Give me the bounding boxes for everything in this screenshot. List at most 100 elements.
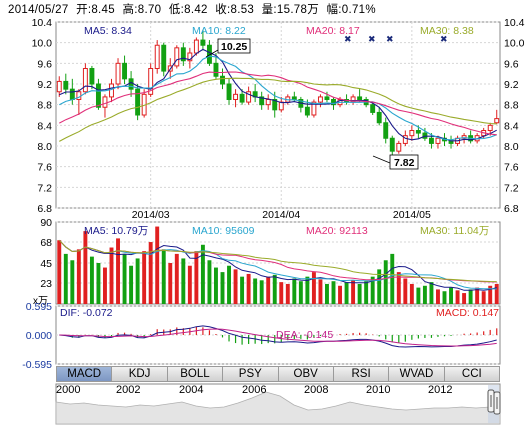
candle-body — [187, 52, 193, 62]
candle-body — [265, 99, 271, 106]
y-tick-label: 10.0 — [32, 38, 53, 50]
candle-body — [69, 88, 75, 100]
volume-bar — [357, 283, 362, 304]
timeline-year: 2012 — [428, 384, 453, 396]
candle-body — [317, 96, 323, 103]
timeline-year: 2006 — [242, 384, 267, 396]
y-tick-label: 45 — [40, 258, 52, 270]
x-tick-label: 2014/03 — [132, 209, 170, 221]
ma10-legend: MA10: 8.22 — [192, 25, 246, 37]
event-marker-icon[interactable]: ✖ — [368, 34, 376, 44]
event-markers[interactable]: ✖ ✖ ✖ ✖ — [344, 34, 448, 44]
y-tick-label: 8.4 — [504, 120, 519, 132]
timeline-range-handle[interactable] — [487, 385, 501, 423]
y-tick-label: 8.8 — [504, 100, 519, 112]
candle-body — [272, 99, 278, 111]
tab-boll[interactable]: BOLL — [167, 367, 224, 381]
tab-rsi[interactable]: RSI — [333, 367, 390, 381]
tab-kdj[interactable]: KDJ — [112, 367, 168, 381]
volume-bar — [200, 244, 205, 304]
volume-bar — [279, 282, 284, 304]
volume-bar — [364, 281, 369, 304]
y-tick-label: 23 — [40, 278, 52, 290]
volume-bar — [370, 276, 375, 304]
candle-body — [389, 137, 395, 152]
volume-bar — [103, 267, 107, 304]
volume-bar — [344, 282, 349, 304]
ma20-legend: MA20: 8.17 — [306, 25, 360, 37]
candle-body — [63, 80, 69, 90]
timeline-year: 2002 — [116, 384, 141, 396]
event-marker-icon[interactable]: ✖ — [440, 34, 448, 44]
y-tick-label: 7.6 — [504, 162, 519, 174]
volume-bar — [383, 260, 388, 304]
volume-bar — [318, 279, 323, 304]
dea-legend: DEA: -0.145 — [276, 329, 333, 341]
volume-bar — [207, 260, 212, 304]
y-tick-label: 7.2 — [37, 182, 52, 194]
timeline-year: 2008 — [304, 384, 329, 396]
candle-body — [324, 96, 330, 100]
tab-macd[interactable]: MACD — [57, 367, 113, 381]
tab-wvad[interactable]: WVAD — [389, 367, 445, 381]
volume-ma-line — [58, 239, 497, 290]
timeline-year: 2010 — [366, 384, 391, 396]
y-tick-label: 90 — [40, 217, 52, 229]
volume-bar — [390, 253, 395, 304]
volume-bar — [481, 291, 486, 304]
candle-body — [304, 106, 310, 116]
candle-body — [226, 83, 232, 100]
volume-bar — [220, 272, 225, 304]
candle-body — [115, 62, 121, 85]
tab-obv[interactable]: OBV — [278, 367, 334, 381]
candle-body — [233, 93, 239, 101]
y-tick-label: 10.4 — [32, 17, 53, 29]
candle-body — [259, 96, 265, 106]
volume-axis: 90 68 45 23 — [40, 217, 52, 290]
volume-ma-line — [58, 239, 497, 291]
tab-psy[interactable]: PSY — [223, 367, 279, 381]
y-tick-label: 68 — [40, 237, 52, 249]
stock-summary-header: 2014/05/27 开:8.45 高:8.70 低:8.42 收:8.53 量… — [8, 2, 380, 18]
candle-body — [122, 62, 128, 80]
ma-line — [59, 48, 497, 142]
volume-bar — [442, 291, 447, 304]
y-tick-label: -0.595 — [22, 359, 52, 371]
event-marker-icon[interactable]: ✖ — [386, 34, 394, 44]
candle-body — [174, 47, 180, 67]
volume-bar — [89, 256, 94, 304]
candle-body — [180, 47, 186, 62]
tab-cci[interactable]: CCI — [444, 367, 499, 381]
volume-bar — [449, 287, 453, 304]
candle-body — [376, 111, 382, 124]
volume-bar — [325, 283, 329, 304]
price-moving-averages — [59, 48, 497, 142]
candle-body — [220, 75, 225, 85]
timeline-history-area — [55, 391, 501, 425]
volume-bar — [396, 272, 401, 304]
volume-bar — [122, 253, 127, 304]
header-high: 高:8.70 — [122, 4, 162, 16]
vol-ma30-legend: MA30: 11.04万 — [420, 225, 489, 237]
y-tick-label: 9.2 — [37, 79, 52, 91]
candle-body — [82, 68, 88, 93]
candle-body — [428, 137, 434, 144]
volume-bar — [338, 285, 342, 304]
header-change: 幅:0.71% — [326, 4, 376, 16]
volume-bar — [377, 269, 382, 304]
y-tick-label: 6.8 — [37, 203, 52, 215]
date-axis: 2014/03 2014/04 2014/05 — [132, 209, 431, 221]
volume-bar — [63, 253, 68, 304]
volume-bar — [351, 280, 356, 304]
y-tick-label: 7.6 — [37, 162, 52, 174]
vol-ma10-legend: MA10: 95609 — [192, 225, 255, 237]
y-tick-label: 6.8 — [504, 203, 519, 215]
volume-bar — [116, 238, 120, 304]
event-marker-icon[interactable]: ✖ — [344, 34, 352, 44]
y-tick-label: 8.0 — [37, 141, 52, 153]
candle-body — [154, 44, 160, 69]
candle-body — [409, 130, 415, 137]
y-tick-label: 0.000 — [26, 330, 52, 342]
y-tick-label: 9.6 — [37, 58, 52, 70]
